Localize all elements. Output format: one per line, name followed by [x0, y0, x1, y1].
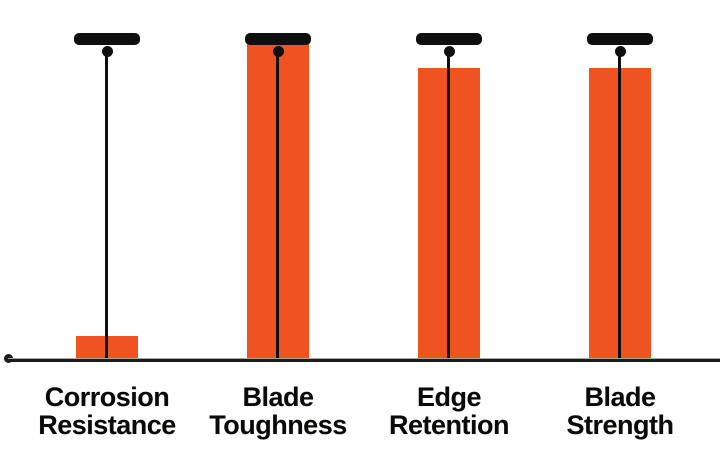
- x-axis-line: [8, 358, 720, 362]
- category-label-blade-toughness: Blade Toughness: [209, 382, 347, 440]
- max-marker-dot-corrosion-resistance: [101, 46, 113, 57]
- category-label-edge-retention: Edge Retention: [389, 382, 510, 440]
- max-marker-line-edge-retention: [447, 50, 450, 360]
- max-marker-line-corrosion-resistance: [105, 50, 108, 360]
- max-marker-dot-blade-toughness: [272, 46, 284, 57]
- max-marker-dot-blade-strength: [614, 46, 626, 57]
- max-marker-cap-blade-strength: [587, 33, 653, 45]
- category-label-corrosion-resistance: Corrosion Resistance: [38, 382, 176, 440]
- max-marker-line-blade-strength: [618, 50, 621, 360]
- max-marker-dot-edge-retention: [443, 46, 455, 57]
- max-marker-cap-edge-retention: [416, 33, 482, 45]
- max-marker-cap-blade-toughness: [245, 33, 311, 45]
- category-label-blade-strength: Blade Strength: [566, 382, 675, 440]
- max-marker-cap-corrosion-resistance: [74, 33, 140, 45]
- max-marker-line-blade-toughness: [276, 50, 279, 360]
